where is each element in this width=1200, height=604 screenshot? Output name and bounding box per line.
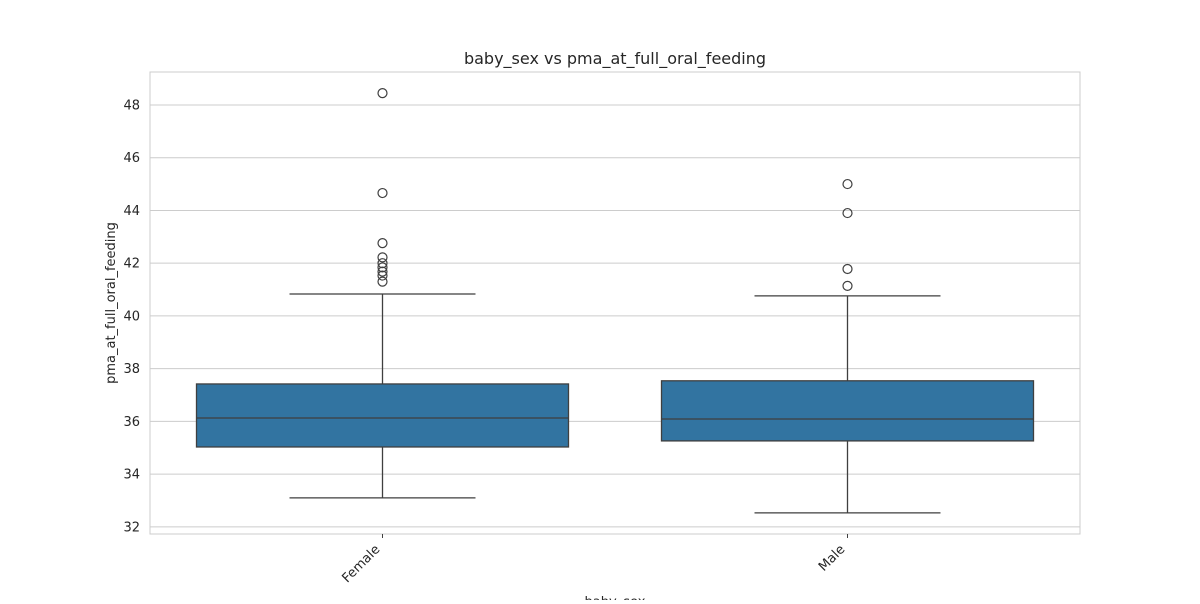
box-female: [195, 87, 570, 499]
y-tick-label: 36: [123, 415, 140, 430]
y-tick-label: 38: [123, 362, 140, 377]
chart-title: baby_sex vs pma_at_full_oral_feeding: [464, 49, 766, 69]
box-male: [660, 178, 1035, 514]
y-tick-label: 40: [123, 309, 140, 324]
iqr-box: [660, 380, 1035, 442]
outlier-point: [842, 280, 853, 291]
y-tick-label: 46: [123, 151, 140, 166]
iqr-box: [195, 383, 570, 448]
outlier-point: [377, 266, 388, 277]
x-tick-label: Female: [339, 542, 383, 586]
outlier-point: [842, 263, 853, 275]
outlier-point: [377, 238, 388, 249]
outlier-point: [377, 87, 388, 99]
y-tick-label: 32: [123, 520, 140, 535]
outlier-point: [377, 270, 388, 281]
outlier-point: [842, 207, 853, 219]
y-tick-label: 48: [123, 98, 140, 113]
y-tick-label: 34: [123, 468, 140, 483]
x-tick-label: Male: [816, 542, 848, 574]
outlier-point: [377, 187, 388, 199]
x-axis-label: baby_sex: [585, 595, 646, 600]
outlier-point: [377, 262, 388, 273]
y-axis-label: pma_at_full_oral_feeding: [104, 222, 119, 384]
y-tick-label: 44: [123, 204, 140, 219]
outlier-point: [377, 276, 388, 287]
outlier-point: [377, 252, 388, 263]
outlier-point: [842, 178, 853, 190]
y-tick-label: 42: [123, 257, 140, 272]
plot-frame: [149, 71, 1081, 535]
